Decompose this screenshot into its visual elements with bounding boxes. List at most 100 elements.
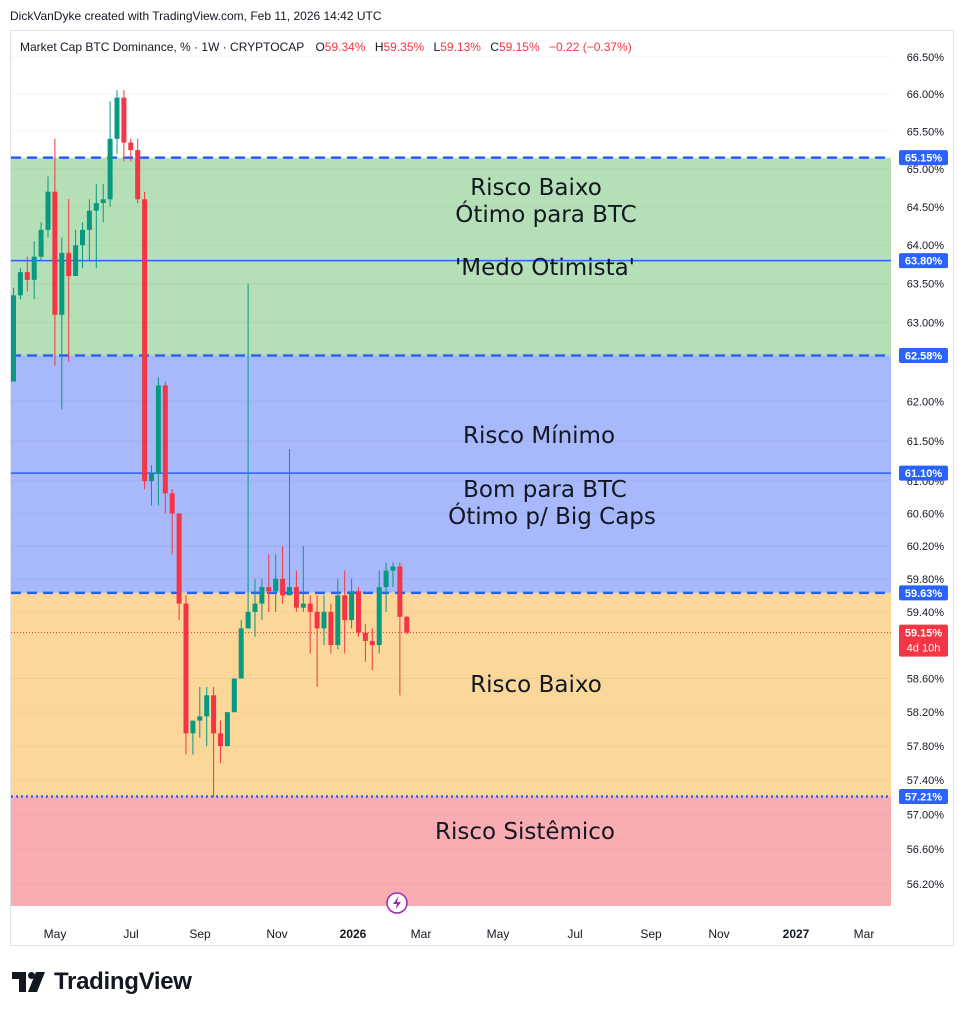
candle-body — [11, 295, 16, 382]
candle-body — [390, 566, 396, 571]
zone-3 — [11, 796, 891, 906]
annotation-risco-baixo-top: Risco Baixo — [470, 175, 602, 201]
candle-body — [100, 199, 106, 204]
candle-body — [80, 229, 85, 246]
candle-body — [114, 97, 120, 139]
candle-body — [280, 578, 286, 596]
candle-body — [238, 628, 244, 679]
price-axis: 66.50% 66.00% 65.50% 65.00% 64.50% 64.00% 63.5… — [907, 52, 945, 891]
level-price-label: 65.15% — [905, 153, 943, 165]
zone-0 — [11, 157, 891, 356]
candle-body — [204, 695, 210, 717]
y-tick-label: 66.00% — [907, 89, 945, 101]
candle-body — [24, 272, 30, 280]
level-price-badge — [899, 585, 948, 601]
candle-body — [135, 150, 141, 200]
candle-body — [335, 595, 341, 646]
candle-body — [321, 611, 327, 629]
y-tick-label: 60.20% — [907, 541, 945, 553]
x-tick-label: Mar — [411, 927, 432, 941]
candle-body — [128, 142, 134, 151]
annotation-medo-otimista: 'Medo Otimista' — [455, 255, 635, 281]
candle-body — [38, 229, 44, 257]
zone-annotations: Risco Baixo Ótimo para BTC 'Medo Otimist… — [435, 175, 656, 845]
candle-body — [52, 191, 58, 315]
open-value: 59.34% — [325, 40, 366, 54]
x-tick-label: Sep — [640, 927, 662, 941]
y-tick-label: 65.50% — [907, 126, 945, 138]
level-price-badge — [899, 789, 948, 805]
x-tick-label: Nov — [708, 927, 729, 941]
annotation-risco-baixo: Risco Baixo — [470, 672, 602, 698]
candle-body — [231, 678, 237, 713]
candle-body — [17, 272, 23, 296]
candle-body — [273, 578, 279, 592]
candle-body — [176, 513, 182, 604]
level-price-badge — [899, 347, 948, 363]
candle-body — [149, 473, 154, 482]
candle-body — [45, 191, 51, 230]
y-tick-label: 66.50% — [907, 52, 945, 64]
chart-credit: DickVanDyke created with TradingView.com… — [10, 9, 382, 23]
low-value: 59.13% — [440, 40, 481, 54]
y-tick-label: 57.80% — [907, 741, 945, 753]
candle-body — [356, 591, 361, 633]
y-tick-label: 62.00% — [907, 396, 945, 408]
y-tick-label: 56.60% — [907, 844, 945, 856]
level-price-badge — [899, 150, 948, 166]
level-price-badge — [899, 253, 948, 269]
candle-body — [245, 611, 251, 629]
candle-body — [300, 603, 306, 608]
candle-body — [162, 385, 168, 494]
y-tick-label: 63.00% — [907, 318, 945, 330]
tradingview-wordmark: TradingView — [54, 968, 192, 995]
annotation-bom-para-btc: Bom para BTC — [463, 477, 627, 503]
lightning-icon[interactable] — [386, 892, 408, 914]
grid-lines — [11, 56, 891, 885]
candle-body — [376, 587, 382, 646]
x-tick-label: 2027 — [783, 927, 810, 941]
candle-body — [266, 587, 272, 592]
candle-body — [328, 611, 334, 646]
risk-zones — [11, 157, 891, 906]
candle-body — [59, 252, 65, 315]
tradingview-logo[interactable]: TradingView — [12, 968, 192, 996]
y-tick-label: 61.50% — [907, 436, 945, 448]
last-price-badge — [899, 624, 948, 657]
candle-body — [383, 570, 389, 588]
ohlc-legend: Market Cap BTC Dominance, % · 1W · CRYPT… — [20, 40, 632, 54]
candle-body — [73, 245, 79, 276]
candle-body — [121, 97, 127, 143]
level-price-label: 59.63% — [905, 588, 943, 600]
candle-body — [183, 603, 189, 734]
x-tick-label: Mar — [854, 927, 875, 941]
y-tick-label: 63.50% — [907, 279, 945, 291]
level-price-label: 61.10% — [905, 468, 943, 480]
annotation-otimo-para-btc: Ótimo para BTC — [455, 200, 636, 228]
x-tick-label: 2026 — [340, 927, 367, 941]
y-tick-label: 65.00% — [907, 164, 945, 176]
level-price-label: 57.21% — [905, 792, 943, 804]
candle-body — [404, 616, 410, 633]
level-price-label: 63.80% — [905, 256, 943, 268]
y-tick-label: 58.20% — [907, 707, 945, 719]
close-value: 59.15% — [499, 40, 540, 54]
candle-body — [93, 203, 99, 211]
candle-body — [66, 252, 72, 276]
x-tick-label: May — [44, 927, 67, 941]
candle-body — [314, 611, 320, 629]
annotation-otimo-big-caps: Ótimo p/ Big Caps — [448, 502, 656, 530]
candle-body — [86, 210, 92, 230]
price-labels: 65.15% 63.80% 62.58% 61.10% 59.63% 57.21% 59.1… — [899, 150, 948, 805]
tradingview-mark-icon — [12, 972, 45, 992]
level-price-badge — [899, 465, 948, 481]
candle-body — [197, 716, 203, 721]
low-label: L — [434, 40, 441, 54]
candle-body — [218, 733, 223, 747]
symbol-title: Market Cap BTC Dominance, % · 1W · CRYPT… — [20, 40, 304, 54]
annotation-risco-minimo: Risco Mínimo — [463, 423, 615, 449]
price-chart[interactable]: Risco Baixo Ótimo para BTC 'Medo Otimist… — [0, 0, 965, 960]
candle-body — [293, 587, 299, 608]
candle-body — [259, 587, 265, 604]
close-label: C — [490, 40, 499, 54]
